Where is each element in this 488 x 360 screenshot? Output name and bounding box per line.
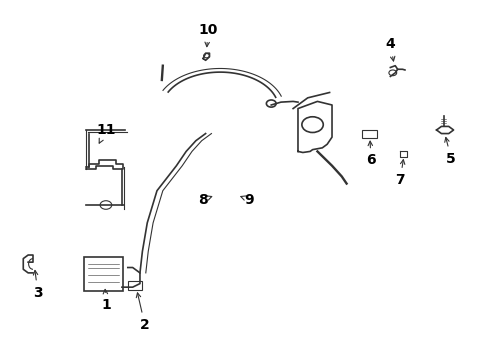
- Text: 3: 3: [33, 270, 42, 300]
- FancyBboxPatch shape: [127, 281, 142, 290]
- Text: 2: 2: [136, 293, 149, 332]
- FancyBboxPatch shape: [362, 130, 376, 138]
- Text: 5: 5: [444, 138, 455, 166]
- Text: 8: 8: [198, 193, 211, 207]
- Text: 7: 7: [394, 160, 404, 187]
- Text: 9: 9: [240, 193, 254, 207]
- FancyBboxPatch shape: [84, 257, 122, 291]
- Text: 11: 11: [96, 123, 116, 143]
- Text: 4: 4: [385, 37, 394, 61]
- Text: 1: 1: [101, 289, 111, 312]
- Text: 10: 10: [198, 23, 217, 47]
- Text: 6: 6: [366, 141, 375, 167]
